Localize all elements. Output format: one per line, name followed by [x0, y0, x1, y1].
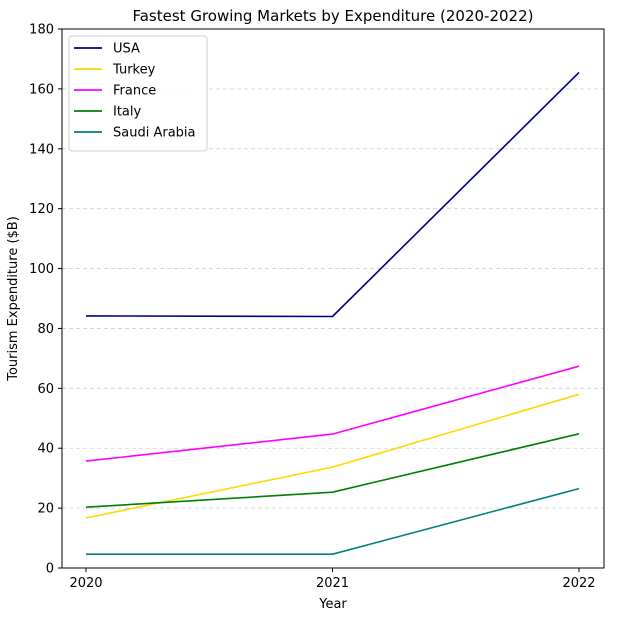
- series-line-usa: [85, 71, 580, 318]
- x-tick-label: 2022: [562, 576, 595, 591]
- y-tick-label: 80: [37, 322, 54, 337]
- y-tick-label: 160: [29, 82, 54, 97]
- y-axis-label: Tourism Expenditure ($B): [6, 216, 21, 382]
- series-lines: [85, 71, 580, 556]
- y-tick-label: 20: [37, 502, 54, 517]
- x-tick-label: 2021: [316, 576, 349, 591]
- y-tick-label: 120: [29, 202, 54, 217]
- series-line-italy: [85, 433, 580, 508]
- y-tick-label: 60: [37, 382, 54, 397]
- y-tick-label: 0: [46, 562, 54, 577]
- legend-label-italy: Italy: [113, 105, 142, 120]
- grid-lines: [62, 88, 604, 509]
- y-tick-label: 180: [29, 23, 54, 38]
- y-tick-label: 140: [29, 142, 54, 157]
- legend: USA Turkey France Italy Saudi Arabia: [68, 35, 208, 152]
- legend-label-france: France: [113, 84, 156, 99]
- legend-label-usa: USA: [113, 42, 140, 57]
- legend-label-turkey: Turkey: [112, 63, 156, 78]
- x-axis-label: Year: [318, 597, 347, 612]
- series-line-turkey: [85, 393, 580, 519]
- chart-title: Fastest Growing Markets by Expenditure (…: [132, 7, 533, 25]
- y-tick-label: 100: [29, 262, 54, 277]
- legend-box: [68, 35, 208, 152]
- y-tick-label: 40: [37, 442, 54, 457]
- series-line-france: [85, 365, 580, 462]
- series-line-saudi-arabia: [86, 487, 580, 556]
- x-tick-label: 2020: [69, 576, 102, 591]
- legend-label-saudi-arabia: Saudi Arabia: [113, 126, 196, 141]
- y-axis-ticks: 0 20 40 60 80 100 120 140 160 180: [29, 23, 62, 577]
- x-axis-ticks: 2020 2021 2022: [69, 568, 596, 591]
